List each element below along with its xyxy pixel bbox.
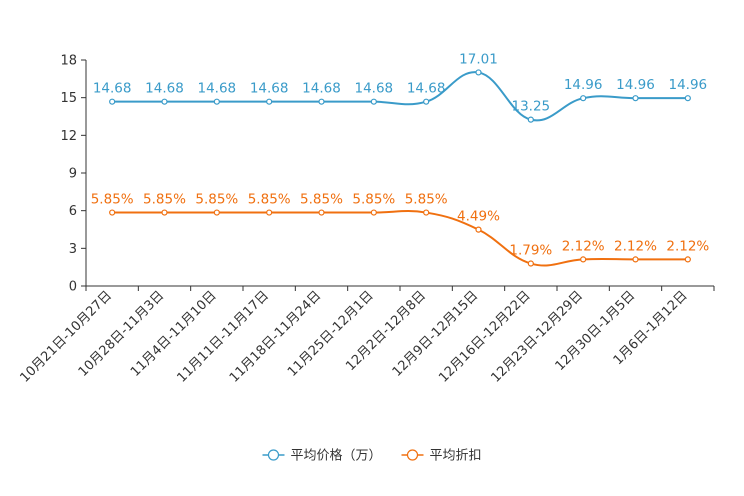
data-label: 14.96: [616, 77, 655, 93]
data-point[interactable]: [580, 256, 587, 263]
data-point[interactable]: [266, 209, 273, 216]
data-point[interactable]: [213, 209, 220, 216]
data-label: 14.68: [302, 81, 341, 97]
y-tick-label: 9: [69, 167, 77, 182]
data-point[interactable]: [213, 98, 220, 105]
data-label: 14.96: [564, 77, 603, 93]
x-tick-label: 11月18日-11月24日: [227, 288, 324, 385]
series-layer: 14.68 14.68 14.68 14.68 14.68 14.68 14.68 17.01…: [91, 51, 709, 267]
data-point[interactable]: [684, 256, 691, 263]
data-label: 17.01: [459, 51, 498, 67]
data-point[interactable]: [423, 209, 430, 216]
x-tick-label: 12月23日-12月29日: [489, 288, 586, 385]
data-label: 5.85%: [405, 192, 448, 208]
legend-label: 平均折扣: [430, 449, 482, 464]
data-label: 14.68: [145, 81, 184, 97]
y-tick-label: 3: [69, 242, 77, 257]
y-axis: 0 3 6 9 12 15 18: [60, 54, 87, 295]
y-tick-label: 18: [60, 54, 77, 69]
data-point[interactable]: [318, 209, 325, 216]
data-point[interactable]: [527, 260, 534, 267]
x-tick-label: 11月11日-11月17日: [175, 288, 272, 385]
data-label: 1.79%: [509, 243, 552, 259]
y-tick-label: 12: [60, 129, 77, 144]
y-tick-label: 15: [60, 91, 77, 106]
data-point[interactable]: [109, 209, 116, 216]
legend[interactable]: 平均价格（万） 平均折扣: [262, 448, 482, 464]
data-point[interactable]: [370, 209, 377, 216]
y-tick-label: 0: [69, 280, 77, 295]
data-label: 13.25: [512, 99, 551, 115]
data-point[interactable]: [475, 69, 482, 76]
legend-item-2[interactable]: 平均折扣: [401, 449, 482, 464]
x-tick-label: 12月16日-12月22日: [436, 288, 533, 385]
data-label: 2.12%: [562, 238, 605, 254]
data-label: 5.85%: [300, 192, 343, 208]
data-label: 5.85%: [352, 192, 395, 208]
data-label: 5.85%: [143, 192, 186, 208]
data-label: 4.49%: [457, 209, 500, 225]
data-point[interactable]: [266, 98, 273, 105]
data-label: 5.85%: [91, 192, 134, 208]
data-point[interactable]: [684, 95, 691, 102]
data-point[interactable]: [161, 98, 168, 105]
data-label: 2.12%: [614, 238, 657, 254]
data-label: 14.68: [250, 81, 289, 97]
data-point[interactable]: [370, 98, 377, 105]
data-point[interactable]: [318, 98, 325, 105]
data-point[interactable]: [580, 95, 587, 102]
legend-label: 平均价格（万）: [290, 448, 381, 464]
data-point[interactable]: [632, 95, 639, 102]
legend-marker-icon: [267, 449, 280, 461]
data-label: 14.68: [93, 81, 132, 97]
data-point[interactable]: [475, 226, 482, 233]
data-label: 2.12%: [666, 238, 709, 254]
series-line: [112, 210, 688, 267]
x-axis: 10月21日-10月27日10月28日-11月3日11月4日-11月10日11月…: [18, 285, 715, 386]
x-tick-label: 10月21日-10月27日: [18, 288, 115, 385]
data-label: 14.96: [669, 77, 708, 93]
data-label: 14.68: [407, 81, 446, 97]
data-point[interactable]: [161, 209, 168, 216]
legend-marker-icon: [406, 449, 419, 461]
data-point[interactable]: [632, 256, 639, 263]
data-point[interactable]: [423, 98, 430, 105]
data-point[interactable]: [527, 116, 534, 123]
data-point[interactable]: [109, 98, 116, 105]
data-label: 14.68: [355, 81, 394, 97]
series-2: 5.85% 5.85% 5.85% 5.85% 5.85% 5.85% 5.85% 4.49%…: [91, 192, 709, 267]
data-label: 5.85%: [195, 192, 238, 208]
legend-item-1[interactable]: 平均价格（万）: [262, 448, 382, 464]
data-label: 5.85%: [248, 192, 291, 208]
series-1: 14.68 14.68 14.68 14.68 14.68 14.68 14.68 17.01…: [93, 51, 708, 123]
data-label: 14.68: [198, 81, 237, 97]
y-tick-label: 6: [69, 204, 77, 219]
